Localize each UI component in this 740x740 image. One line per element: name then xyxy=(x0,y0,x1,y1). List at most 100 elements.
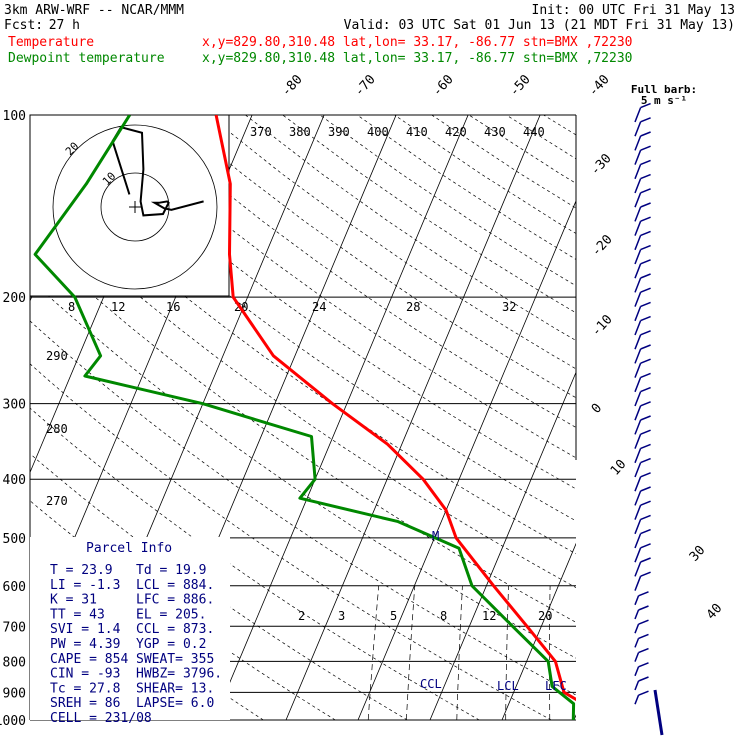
mixing-ratio-label: 2 xyxy=(298,609,305,623)
model-title: 3km ARW-WRF -- NCAR/MMM xyxy=(4,3,184,18)
hodograph-ring xyxy=(52,124,218,290)
dry-adiabat xyxy=(394,115,576,234)
parcel-info-left: CAPE = 854 xyxy=(50,652,128,667)
parcel-info-right: EL = 205. xyxy=(136,607,206,622)
wind-barb xyxy=(634,230,651,251)
hodograph-speed-label: 24 xyxy=(312,300,326,314)
barb-staff xyxy=(634,575,642,591)
barb-flag xyxy=(640,102,651,109)
barb-staff xyxy=(634,135,642,151)
isotherm-tick-label: -40 xyxy=(586,72,613,99)
barb-staff xyxy=(634,320,642,336)
wind-barb xyxy=(634,102,651,123)
barb-flag xyxy=(640,117,651,123)
wind-barb xyxy=(634,259,651,279)
barb-flag xyxy=(640,315,651,322)
wind-barb xyxy=(634,173,651,194)
barb-flag xyxy=(640,287,651,293)
theta-e-label: 430 xyxy=(484,125,506,139)
wind-barb xyxy=(634,315,651,336)
mixing-ratio-line xyxy=(456,585,463,720)
isotherm-tick-label: -30 xyxy=(588,151,615,178)
dewpoint-profile xyxy=(33,115,576,720)
dry-adiabat xyxy=(30,278,576,659)
mixing-ratio-label: 8 xyxy=(440,609,447,623)
dry-adiabat xyxy=(207,115,576,370)
wind-barb xyxy=(634,472,651,492)
wind-barb xyxy=(634,443,651,464)
isotherm-tick-label: -80 xyxy=(279,72,306,99)
init-time: Init: 00 UTC Fri 31 May 13 xyxy=(532,3,736,18)
theta-e-label: 410 xyxy=(406,125,428,139)
parcel-info-right: SHEAR= 13. xyxy=(136,681,214,696)
barb-flag xyxy=(640,344,651,350)
parcel-info-left: PW = 4.39 xyxy=(50,637,120,652)
wind-barb xyxy=(634,429,651,449)
barb-flag xyxy=(640,429,651,435)
mixing-ratio-label: 5 xyxy=(390,609,397,623)
barb-staff xyxy=(634,433,642,449)
barb-flag xyxy=(638,676,649,682)
pressure-tick-label: 100 xyxy=(3,109,26,124)
dewpoint-legend: Dewpoint temperature xyxy=(8,51,165,66)
barb-staff xyxy=(634,220,642,236)
barb-staff xyxy=(634,249,642,265)
dry-adiabat xyxy=(655,115,740,720)
dry-adiabat xyxy=(468,115,576,184)
wind-barb xyxy=(634,244,651,265)
barb-staff xyxy=(634,595,640,606)
profile-annotation: LCL xyxy=(497,679,519,693)
wind-barb xyxy=(634,415,651,435)
wind-barb xyxy=(634,159,651,180)
barb-staff xyxy=(634,235,642,251)
theta-e-label: 440 xyxy=(523,125,545,139)
barb-flag xyxy=(640,457,651,464)
wind-barb xyxy=(634,301,651,322)
mixing-ratio-label: 3 xyxy=(338,609,345,623)
isotherm-line xyxy=(429,371,576,720)
temperature-location: x,y=829.80,310.48 lat,lon= 33.17, -86.77… xyxy=(202,35,632,50)
parcel-info-right: LCL = 884. xyxy=(136,578,214,593)
wind-barb xyxy=(634,358,651,378)
barb-flag xyxy=(640,486,651,492)
parcel-info-left: SVI = 1.4 xyxy=(50,622,121,637)
barb-staff xyxy=(634,448,642,464)
barb-staff xyxy=(634,178,642,194)
dry-adiabat xyxy=(30,237,576,623)
barb-flag xyxy=(638,633,649,640)
profiles: CCL LCL LFC M xyxy=(33,115,576,720)
wind-barb xyxy=(634,690,649,705)
mixing-ratio-label: 12 xyxy=(482,609,496,623)
barb-staff xyxy=(634,206,642,222)
barb-flag xyxy=(640,443,651,450)
parcel-info-left: CIN = -93 xyxy=(50,667,120,682)
pressure-tick-label: 200 xyxy=(3,291,26,306)
barb-staff xyxy=(634,609,640,620)
barb-staff xyxy=(634,638,640,648)
barb-flag xyxy=(640,415,651,421)
barb-staff xyxy=(634,476,642,492)
theta-e-label: 420 xyxy=(445,125,467,139)
isotherm-tick-label: 0 xyxy=(589,401,605,417)
pressure-tick-label: 300 xyxy=(3,398,26,413)
barb-flag xyxy=(640,330,651,336)
parcel-info-left: SREH = 86 xyxy=(50,696,120,711)
wind-barb xyxy=(634,486,651,506)
wind-barb xyxy=(634,330,651,350)
isotherm-line xyxy=(285,115,541,720)
barb-staff xyxy=(634,462,642,478)
parcel-info-left: T = 23.9 xyxy=(50,563,113,578)
hodograph-box xyxy=(29,114,230,297)
dry-adiabat xyxy=(431,115,576,209)
parcel-info-left: Tc = 27.8 xyxy=(50,681,120,696)
barb-staff xyxy=(634,362,642,378)
wind-barb xyxy=(634,528,651,549)
barb-flag xyxy=(640,244,651,251)
isotherm-line xyxy=(501,542,576,720)
barb-flag xyxy=(638,605,649,611)
parcel-info-left: CELL = 231/08 xyxy=(50,711,152,726)
barb-flag xyxy=(640,259,651,265)
isotherm-line xyxy=(646,115,740,720)
hodograph-trace xyxy=(111,126,204,217)
parcel-info-right: LFC = 886. xyxy=(136,593,214,608)
